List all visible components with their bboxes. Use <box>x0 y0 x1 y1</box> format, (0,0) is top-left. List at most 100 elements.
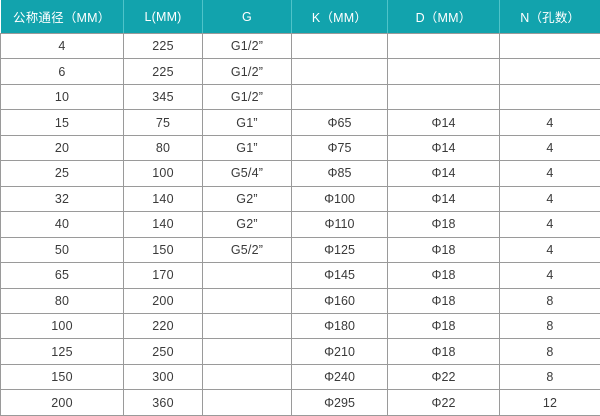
cell-g: G2” <box>203 212 292 237</box>
cell-n: 4 <box>500 212 600 237</box>
cell-d: Φ18 <box>388 237 500 262</box>
cell-dn: 50 <box>1 237 124 262</box>
cell-k: Φ295 <box>292 390 388 415</box>
cell-g: G1/2” <box>203 84 292 109</box>
cell-dn: 10 <box>1 84 124 109</box>
cell-dn: 25 <box>1 161 124 186</box>
column-header-k: K（MM） <box>292 0 388 34</box>
cell-d: Φ22 <box>388 390 500 415</box>
cell-k: Φ110 <box>292 212 388 237</box>
cell-l: 360 <box>124 390 203 415</box>
cell-n <box>500 34 600 59</box>
cell-g: G1/2” <box>203 59 292 84</box>
cell-k: Φ145 <box>292 263 388 288</box>
cell-dn: 200 <box>1 390 124 415</box>
column-header-d: D（MM） <box>388 0 500 34</box>
cell-n: 4 <box>500 135 600 160</box>
cell-l: 225 <box>124 59 203 84</box>
cell-n: 8 <box>500 288 600 313</box>
cell-l: 140 <box>124 212 203 237</box>
cell-d: Φ18 <box>388 212 500 237</box>
cell-l: 140 <box>124 186 203 211</box>
cell-d: Φ14 <box>388 186 500 211</box>
cell-l: 225 <box>124 34 203 59</box>
column-header-nominal-diameter: 公称通径（MM） <box>1 0 124 34</box>
cell-dn: 65 <box>1 263 124 288</box>
cell-n <box>500 84 600 109</box>
cell-l: 100 <box>124 161 203 186</box>
cell-k: Φ75 <box>292 135 388 160</box>
column-header-n-holes: N（孔数） <box>500 0 600 34</box>
cell-n: 8 <box>500 364 600 389</box>
cell-k <box>292 84 388 109</box>
cell-d: Φ18 <box>388 288 500 313</box>
cell-d: Φ18 <box>388 263 500 288</box>
cell-dn: 15 <box>1 110 124 135</box>
cell-k: Φ180 <box>292 313 388 338</box>
cell-l: 80 <box>124 135 203 160</box>
cell-d <box>388 34 500 59</box>
cell-l: 75 <box>124 110 203 135</box>
cell-dn: 80 <box>1 288 124 313</box>
cell-l: 250 <box>124 339 203 364</box>
cell-g: G5/4” <box>203 161 292 186</box>
cell-k <box>292 59 388 84</box>
cell-d: Φ22 <box>388 364 500 389</box>
cell-n: 4 <box>500 110 600 135</box>
cell-d: Φ18 <box>388 313 500 338</box>
cell-dn: 150 <box>1 364 124 389</box>
cell-g <box>203 364 292 389</box>
cell-l: 345 <box>124 84 203 109</box>
cell-g <box>203 390 292 415</box>
cell-g: G2” <box>203 186 292 211</box>
cell-g <box>203 288 292 313</box>
cell-n: 8 <box>500 339 600 364</box>
cell-k: Φ160 <box>292 288 388 313</box>
cell-dn: 20 <box>1 135 124 160</box>
cell-k: Φ65 <box>292 110 388 135</box>
cell-d: Φ18 <box>388 339 500 364</box>
cell-dn: 100 <box>1 313 124 338</box>
cell-g <box>203 313 292 338</box>
cell-n: 4 <box>500 186 600 211</box>
cell-k: Φ85 <box>292 161 388 186</box>
cell-n: 4 <box>500 263 600 288</box>
cell-k <box>292 34 388 59</box>
cell-g: G1/2” <box>203 34 292 59</box>
table-header: 公称通径（MM） L(MM) G K（MM） D（MM） N（孔数） <box>1 0 600 34</box>
cell-n <box>500 59 600 84</box>
cell-g: G1” <box>203 110 292 135</box>
cell-dn: 6 <box>1 59 124 84</box>
cell-n: 12 <box>500 390 600 415</box>
table-header-row: 公称通径（MM） L(MM) G K（MM） D（MM） N（孔数） <box>1 0 600 34</box>
cell-n: 4 <box>500 237 600 262</box>
cell-d: Φ14 <box>388 161 500 186</box>
cell-g: G5/2” <box>203 237 292 262</box>
cell-k: Φ125 <box>292 237 388 262</box>
cell-n: 4 <box>500 161 600 186</box>
cell-n: 8 <box>500 313 600 338</box>
cell-g <box>203 339 292 364</box>
cell-l: 200 <box>124 288 203 313</box>
cell-dn: 125 <box>1 339 124 364</box>
cell-l: 300 <box>124 364 203 389</box>
cell-d <box>388 59 500 84</box>
cell-k: Φ210 <box>292 339 388 364</box>
cell-dn: 32 <box>1 186 124 211</box>
